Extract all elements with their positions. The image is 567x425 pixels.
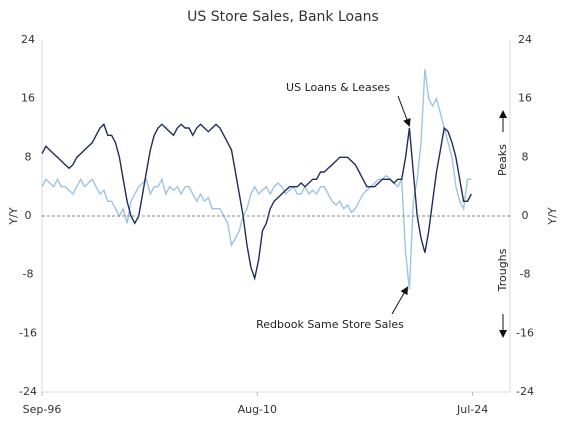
y2-tick-label: -24 (516, 385, 534, 398)
y-tick-label: 24 (21, 33, 35, 46)
y-tick-label: -16 (19, 326, 37, 339)
series-line (41, 69, 472, 290)
y2-axis-label: Y/Y (546, 207, 559, 225)
plot-area (41, 69, 472, 290)
y2-tick-label: 8 (522, 150, 529, 163)
x-tick-label: Jul-24 (456, 403, 488, 416)
y-tick-label: -8 (23, 268, 34, 281)
y-tick-label: 0 (25, 209, 32, 222)
y2-tick-label: 16 (518, 92, 532, 105)
y2-tick-label: 24 (518, 33, 532, 46)
y-tick-label: 8 (25, 150, 32, 163)
x-tick-label: Aug-10 (238, 403, 277, 416)
y-tick-label: -24 (19, 385, 37, 398)
x-tick-label: Sep-96 (23, 403, 62, 416)
annotation: Redbook Same Store Sales (256, 318, 404, 331)
series-line (41, 123, 472, 281)
y-axis-label: Y/Y (7, 207, 20, 225)
annotation: Troughs (496, 248, 509, 292)
annotation-arrow (397, 95, 411, 127)
y2-tick-label: -16 (516, 326, 534, 339)
y-tick-label: 16 (21, 92, 35, 105)
y2-tick-label: -8 (520, 268, 531, 281)
annotation: Peaks (496, 144, 509, 176)
annotation-arrow (391, 286, 408, 315)
chart-title: US Store Sales, Bank Loans (187, 9, 379, 25)
y2-tick-label: 0 (522, 209, 529, 222)
annotation: US Loans & Leases (286, 81, 390, 94)
